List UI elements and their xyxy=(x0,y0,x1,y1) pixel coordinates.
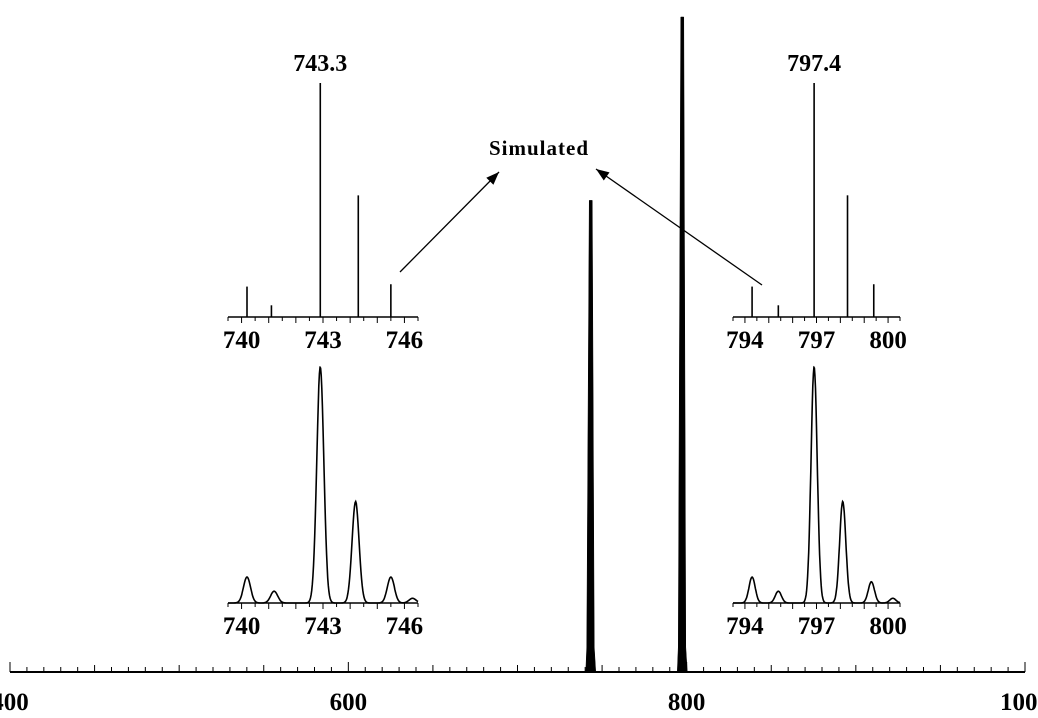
inset-tick-label: 794 xyxy=(726,613,764,640)
experimental-peak xyxy=(246,576,248,578)
main-peak xyxy=(677,16,688,673)
x-tick-label: 400 xyxy=(0,689,29,716)
inset-tick-label: 794 xyxy=(726,327,764,354)
experimental-peak xyxy=(870,581,872,583)
experimental-peak xyxy=(411,597,414,599)
x-tick-label: 600 xyxy=(330,689,368,716)
peak-annotation: 743.3 xyxy=(293,51,347,77)
main-spectrum: 400 600 800 1000 xyxy=(0,16,1038,716)
inset-tick-label: 800 xyxy=(869,327,907,354)
arrow-shaft xyxy=(595,168,763,286)
inset-tick-label: 743 xyxy=(304,327,342,354)
simulated-label: Simulated xyxy=(489,136,589,160)
experimental-peak xyxy=(390,576,392,578)
arrow-head xyxy=(486,172,499,185)
experimental-peak xyxy=(751,576,753,578)
experimental-trace xyxy=(733,365,901,604)
inset-tick-label: 797 xyxy=(798,613,836,640)
inset-tick-label: 740 xyxy=(223,327,261,354)
inset-tick-label: 746 xyxy=(386,613,424,640)
insets: 740 743 746 743.3 794 797 800 797.4 740 743 746 794… xyxy=(223,51,907,640)
experimental-peak xyxy=(777,590,779,592)
experimental-peak xyxy=(319,366,321,368)
annotation-arrows xyxy=(399,168,763,286)
experimental-peak xyxy=(273,590,275,592)
labels: Simulated xyxy=(489,136,589,160)
experimental-peak xyxy=(813,366,815,368)
x-tick-label: 800 xyxy=(668,689,706,716)
peak-annotation: 797.4 xyxy=(787,51,841,77)
arrow-head xyxy=(596,169,610,181)
experimental-peak xyxy=(354,500,357,503)
inset-tick-label: 797 xyxy=(798,327,836,354)
arrow-shaft xyxy=(399,171,500,273)
experimental-peak xyxy=(892,597,894,599)
experimental-peak xyxy=(842,500,844,503)
inset-tick-label: 800 xyxy=(869,613,907,640)
main-peak xyxy=(585,200,597,673)
inset-tick-label: 746 xyxy=(386,327,424,354)
inset-tick-label: 743 xyxy=(304,613,342,640)
x-tick-label: 1000 xyxy=(1000,689,1038,716)
inset-tick-label: 740 xyxy=(223,613,261,640)
experimental-trace xyxy=(228,366,419,604)
